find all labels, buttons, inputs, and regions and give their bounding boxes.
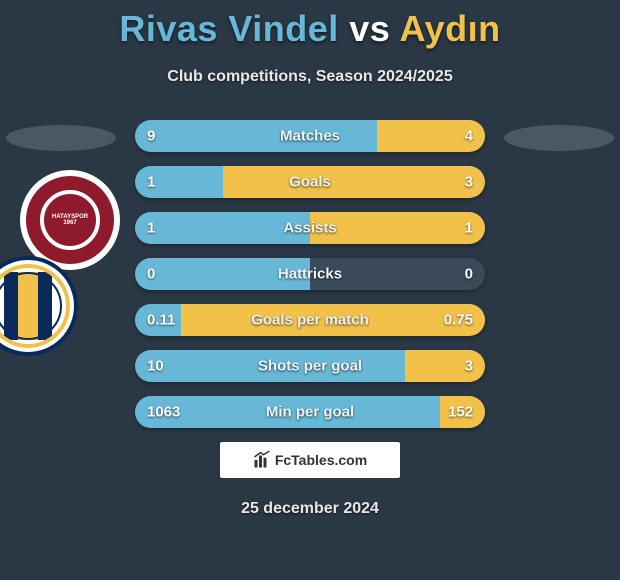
date-text: 25 december 2024 (0, 500, 620, 518)
club-badge-left: HATAYSPOR 1967 (20, 170, 120, 270)
stat-label: Min per goal (135, 404, 485, 421)
stat-label: Matches (135, 128, 485, 145)
stat-row: 94Matches (135, 120, 485, 152)
stat-row: 13Goals (135, 166, 485, 198)
comparison-title: Rivas Vindel vs Aydın (0, 0, 620, 50)
club-badge-left-year: 1967 (63, 220, 76, 226)
stat-row: 00Hattricks (135, 258, 485, 290)
stat-row: 1063152Min per goal (135, 396, 485, 428)
club-badge-left-inner: HATAYSPOR 1967 (40, 190, 100, 250)
stat-row: 103Shots per goal (135, 350, 485, 382)
stat-label: Assists (135, 220, 485, 237)
stat-row: 0.110.75Goals per match (135, 304, 485, 336)
club-badge-right (0, 256, 78, 356)
subtitle: Club competitions, Season 2024/2025 (0, 68, 620, 86)
player1-name: Rivas Vindel (119, 8, 338, 49)
vs-text: vs (349, 8, 390, 49)
stat-bars-container: 94Matches 13Goals 11Assists 00Hattricks 0.11… (135, 120, 485, 442)
brand-box: FcTables.com (220, 442, 400, 478)
stat-label: Hattricks (135, 266, 485, 283)
bar-chart-icon (253, 451, 271, 469)
shadow-ellipse-right (504, 125, 614, 151)
stat-label: Goals per match (135, 312, 485, 329)
stat-row: 11Assists (135, 212, 485, 244)
shadow-ellipse-left (6, 125, 116, 151)
brand-text: FcTables.com (275, 452, 367, 468)
stat-label: Goals (135, 174, 485, 191)
player2-name: Aydın (400, 8, 501, 49)
stat-label: Shots per goal (135, 358, 485, 375)
